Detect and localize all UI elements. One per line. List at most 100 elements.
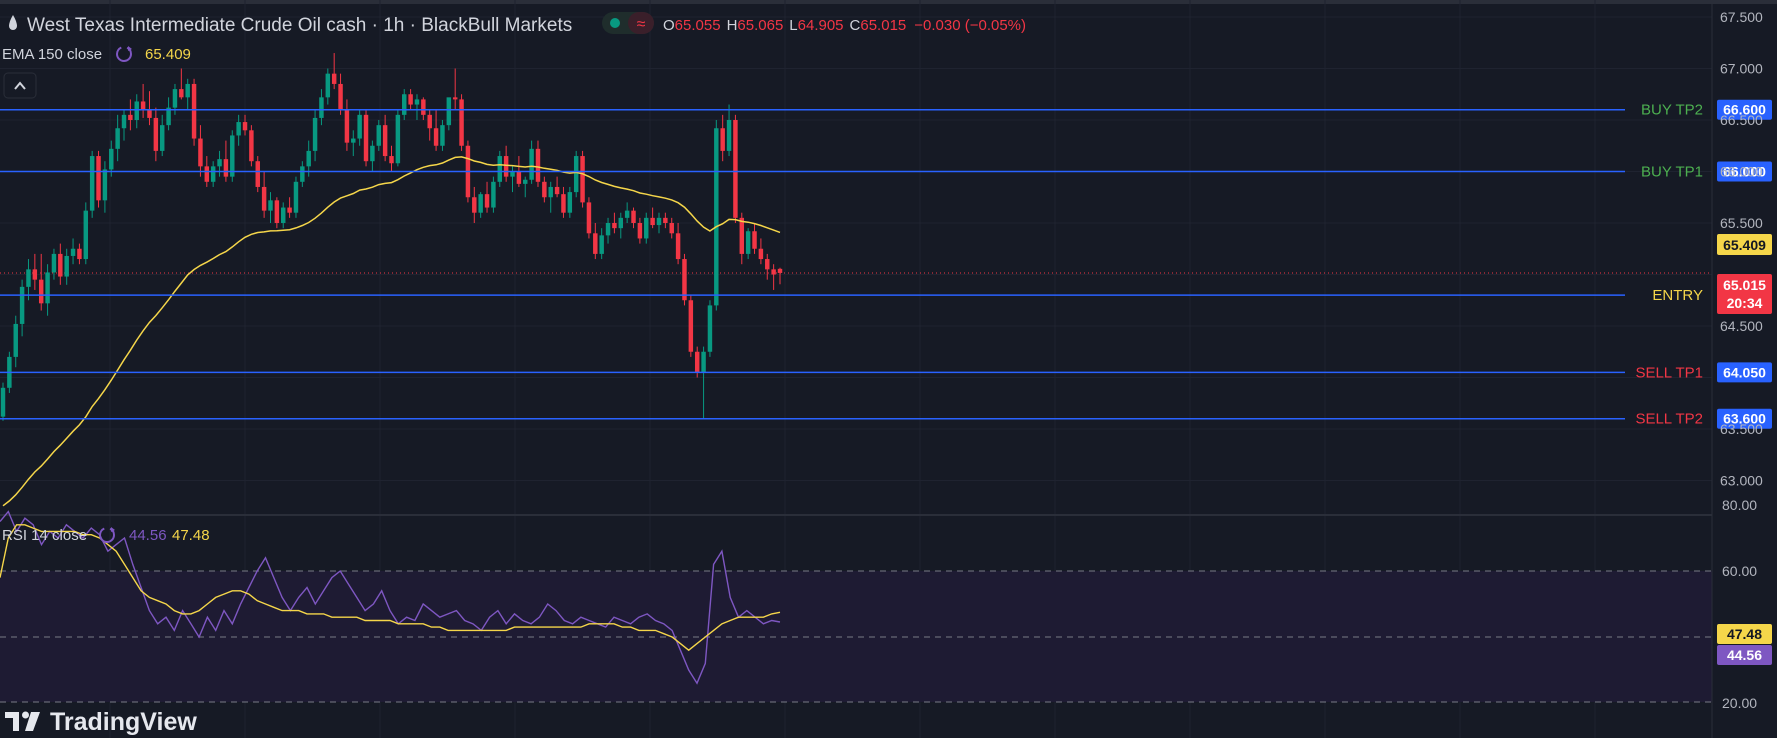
candle	[599, 228, 604, 260]
candle	[510, 166, 515, 193]
rsi-axis-label: 80.00	[1722, 497, 1757, 513]
candle	[644, 212, 649, 244]
rsi-line	[0, 510, 781, 685]
candle	[331, 53, 337, 90]
collapse-button[interactable]	[3, 72, 37, 99]
candle-body	[96, 156, 101, 201]
candle	[121, 109, 127, 141]
candle-body	[389, 156, 394, 164]
candle	[777, 267, 783, 285]
candle-body	[166, 107, 171, 126]
rsi-tag: 44.56	[1717, 645, 1772, 665]
candle-body	[497, 156, 502, 182]
level-label: BUY TP2	[1641, 102, 1703, 119]
candle	[89, 150, 95, 218]
level-buy-tp2[interactable]: BUY TP2 66.600	[0, 99, 1772, 120]
candle	[13, 315, 18, 368]
candle	[389, 145, 394, 172]
low-label: L	[789, 17, 797, 34]
level-price-tag-text: 66.600	[1723, 102, 1766, 118]
candle-body	[561, 194, 566, 213]
candles	[0, 53, 783, 421]
candle-body	[459, 99, 464, 146]
candle	[408, 89, 413, 110]
status-pill[interactable]: ≈	[602, 12, 654, 34]
level-buy-tp1[interactable]: BUY TP1 66.000	[0, 161, 1772, 182]
rsi-axis-label: 60.00	[1722, 563, 1757, 579]
candle-body	[599, 235, 604, 254]
candle	[357, 109, 362, 146]
candle-body	[191, 83, 197, 139]
candle-body	[726, 120, 732, 151]
candle	[166, 97, 171, 131]
candle-body	[491, 181, 496, 208]
candle-body	[115, 128, 120, 149]
candle	[306, 140, 311, 177]
candle-body	[102, 169, 108, 201]
rsi-legend-value: 44.56	[129, 527, 167, 544]
chevron-up-icon	[14, 81, 26, 90]
candle	[32, 253, 38, 290]
candle	[427, 109, 432, 141]
candle	[382, 114, 388, 162]
candle	[669, 217, 674, 239]
level-sell-tp1[interactable]: SELL TP1 64.050	[0, 362, 1772, 383]
candle-body	[580, 156, 585, 203]
level-price-tag-text: 63.600	[1723, 411, 1766, 427]
candle	[758, 238, 764, 265]
candle-body	[510, 171, 515, 177]
candle	[242, 114, 248, 136]
symbol-title[interactable]: West Texas Intermediate Crude Oil cash ·…	[27, 15, 572, 36]
price-axis-label: 64.500	[1720, 318, 1763, 334]
candle-body	[433, 128, 439, 146]
candle	[484, 181, 490, 213]
candle-body	[370, 145, 375, 162]
candle-body	[452, 97, 458, 100]
candle-body	[745, 231, 751, 254]
candle-body	[159, 125, 165, 151]
candle-body	[319, 97, 324, 118]
candle-body	[179, 89, 184, 98]
price-axis-label: 67.500	[1720, 9, 1763, 25]
candle-body	[217, 159, 222, 167]
symbol-legend[interactable]: West Texas Intermediate Crude Oil cash ·…	[9, 12, 1026, 36]
candle	[179, 68, 184, 100]
candle-body	[13, 323, 18, 357]
candle-body	[70, 248, 76, 256]
candle-body	[357, 114, 362, 139]
level-price-tag-text: 66.000	[1723, 164, 1766, 180]
candle	[771, 264, 776, 290]
rsi-legend[interactable]: RSI 14 close 44.56 47.48	[2, 527, 210, 544]
candle	[128, 99, 133, 131]
tradingview-logo[interactable]: TradingView	[5, 708, 197, 736]
candle	[159, 114, 165, 157]
candle	[421, 97, 426, 120]
candle	[491, 176, 496, 213]
candle	[402, 89, 407, 120]
candle-body	[714, 128, 719, 306]
candle	[185, 78, 190, 110]
candle	[752, 223, 757, 254]
candle-body	[210, 166, 216, 182]
candle	[70, 238, 76, 265]
candle-body	[624, 210, 630, 218]
ema-legend[interactable]: EMA 150 close 65.409	[2, 46, 191, 63]
candle-body	[204, 166, 210, 182]
level-sell-tp2[interactable]: SELL TP2 63.600	[0, 408, 1772, 429]
price-axis-label: 67.000	[1720, 61, 1763, 77]
candle	[0, 382, 6, 421]
candle	[19, 279, 25, 337]
candle-body	[19, 286, 25, 324]
candle-body	[446, 97, 452, 126]
candle	[714, 120, 719, 311]
price-axis[interactable]: 67.500 67.000 66.500 66.000 65.500 64.500 63.5…	[1720, 9, 1763, 489]
rsi-refresh-icon[interactable]	[99, 527, 115, 543]
candle	[51, 248, 57, 280]
refresh-icon[interactable]	[116, 46, 132, 62]
candle	[268, 192, 273, 223]
candle-body	[637, 223, 643, 239]
candle	[675, 223, 681, 265]
candle-body	[83, 210, 89, 260]
price-axis-label: 63.500	[1720, 421, 1763, 437]
